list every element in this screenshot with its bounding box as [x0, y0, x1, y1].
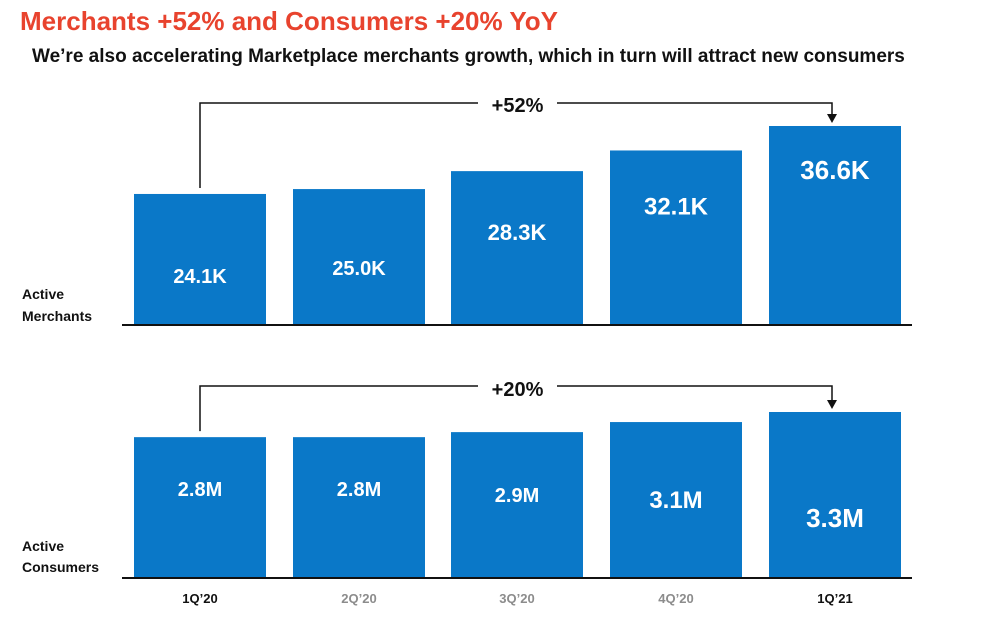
bar-value-label: 2.8M [178, 479, 222, 501]
x-tick-label: 4Q’20 [658, 591, 693, 606]
bar-1q20 [134, 437, 266, 578]
bar-value-label: 28.3K [488, 220, 547, 245]
growth-bracket-left [199, 385, 478, 432]
ylabel-line-2: Merchants [22, 308, 92, 324]
bar-value-label: 36.6K [800, 155, 870, 185]
growth-annotation: +52% [492, 95, 544, 117]
consumers-chart: Active Consumers 2.8M 2.8M 2.9M 3.1M 3.3M +20% [22, 379, 912, 579]
growth-arrowhead [827, 400, 837, 409]
bar-1q21 [769, 412, 901, 578]
bar-2q20 [293, 437, 425, 578]
bar-value-label: 3.3M [806, 503, 864, 533]
page-title: Merchants +52% and Consumers +20% YoY [20, 6, 559, 36]
bar-value-label: 2.9M [495, 485, 539, 507]
growth-bracket-right [557, 102, 833, 114]
bar-value-label: 25.0K [332, 258, 386, 280]
bar-3q20 [451, 171, 583, 325]
page-subtitle: We’re also accelerating Marketplace merc… [32, 46, 905, 67]
ylabel-line-2: Consumers [22, 559, 99, 575]
bar-4q20 [610, 422, 742, 578]
growth-annotation: +20% [492, 379, 544, 401]
bar-3q20 [451, 432, 583, 578]
growth-bracket-right [557, 385, 833, 400]
bar-2q20 [293, 189, 425, 325]
x-tick-label: 3Q’20 [499, 591, 534, 606]
ylabel-line-1: Active [22, 538, 64, 554]
bar-1q20 [134, 193, 266, 325]
x-tick-label: 1Q’20 [182, 591, 217, 606]
bar-value-label: 3.1M [649, 487, 702, 514]
growth-arrowhead [827, 114, 837, 123]
bar-value-label: 24.1K [173, 266, 227, 288]
x-axis: 1Q’20 2Q’20 3Q’20 4Q’20 1Q’21 [182, 591, 852, 606]
x-tick-label: 2Q’20 [341, 591, 376, 606]
bar-4q20 [610, 150, 742, 325]
bar-1q21 [769, 126, 901, 325]
merchants-chart: Active Merchants 24.1K 25.0K 28.3K 32.1K 36.6K… [22, 95, 912, 326]
growth-bracket-left [199, 102, 478, 188]
bar-value-label: 32.1K [644, 193, 709, 220]
ylabel-line-1: Active [22, 286, 64, 302]
bar-value-label: 2.8M [337, 479, 381, 501]
x-tick-label: 1Q’21 [817, 591, 852, 606]
